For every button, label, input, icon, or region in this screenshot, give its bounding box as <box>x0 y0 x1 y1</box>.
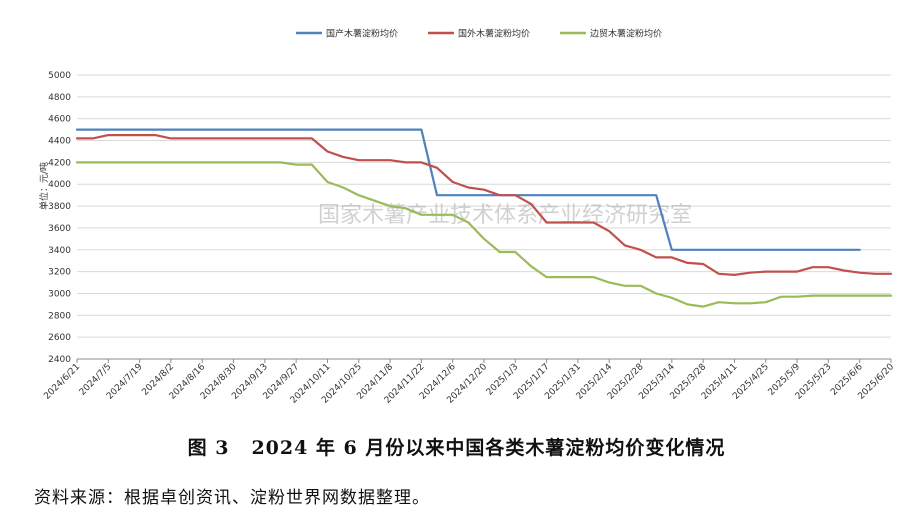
legend: 国产木薯淀粉均价 国外木薯淀粉均价 边贸木薯淀粉均价 <box>296 28 662 40</box>
series-line-1 <box>75 128 861 251</box>
x-axis-ticks: 2024/6/212024/7/52024/7/192024/8/22024/8… <box>42 359 896 406</box>
y-tick-label: 2400 <box>48 355 71 365</box>
figure-number: 图 3 <box>187 437 230 459</box>
y-tick-label: 2600 <box>48 333 71 343</box>
x-tick-label: 2024/6/21 <box>42 362 82 402</box>
y-tick-label: 3400 <box>48 246 71 256</box>
y-tick-label: 5000 <box>48 71 71 81</box>
legend-label-1: 国产木薯淀粉均价 <box>326 28 398 40</box>
y-tick-label: 3600 <box>48 224 71 234</box>
y-tick-label: 4200 <box>48 158 71 168</box>
y-tick-label: 3800 <box>48 202 71 212</box>
watermark: 国家木薯产业技术体系产业经济研究室 <box>318 203 692 228</box>
source-note: 资料来源：根据卓创资讯、淀粉世界网数据整理。 <box>34 488 430 508</box>
figure-caption: 图 3 2024 年 6 月份以来中国各类木薯淀粉均价变化情况 <box>0 433 913 460</box>
legend-label-3: 边贸木薯淀粉均价 <box>590 28 662 40</box>
price-line-chart: 2400 2600 2800 3000 3200 3400 3600 3800 4000 4200… <box>38 28 896 406</box>
y-tick-label: 4600 <box>48 115 71 125</box>
y-tick-label: 4400 <box>48 137 71 147</box>
series-line-2 <box>75 134 893 276</box>
y-tick-label: 2800 <box>48 311 71 321</box>
y-tick-label: 4800 <box>48 93 71 103</box>
series-lines <box>75 128 893 308</box>
y-axis-label: 单位：元/吨 <box>38 162 50 210</box>
figure-title: 2024 年 6 月份以来中国各类木薯淀粉均价变化情况 <box>251 437 726 459</box>
y-tick-label: 3000 <box>48 289 71 299</box>
y-tick-label: 3200 <box>48 268 71 278</box>
y-axis-ticks: 2400 2600 2800 3000 3200 3400 3600 3800 4000 4200… <box>48 71 71 365</box>
y-tick-label: 4000 <box>48 180 71 190</box>
series-line-3 <box>75 161 893 308</box>
legend-label-2: 国外木薯淀粉均价 <box>458 28 530 40</box>
grid-lines <box>77 74 891 338</box>
